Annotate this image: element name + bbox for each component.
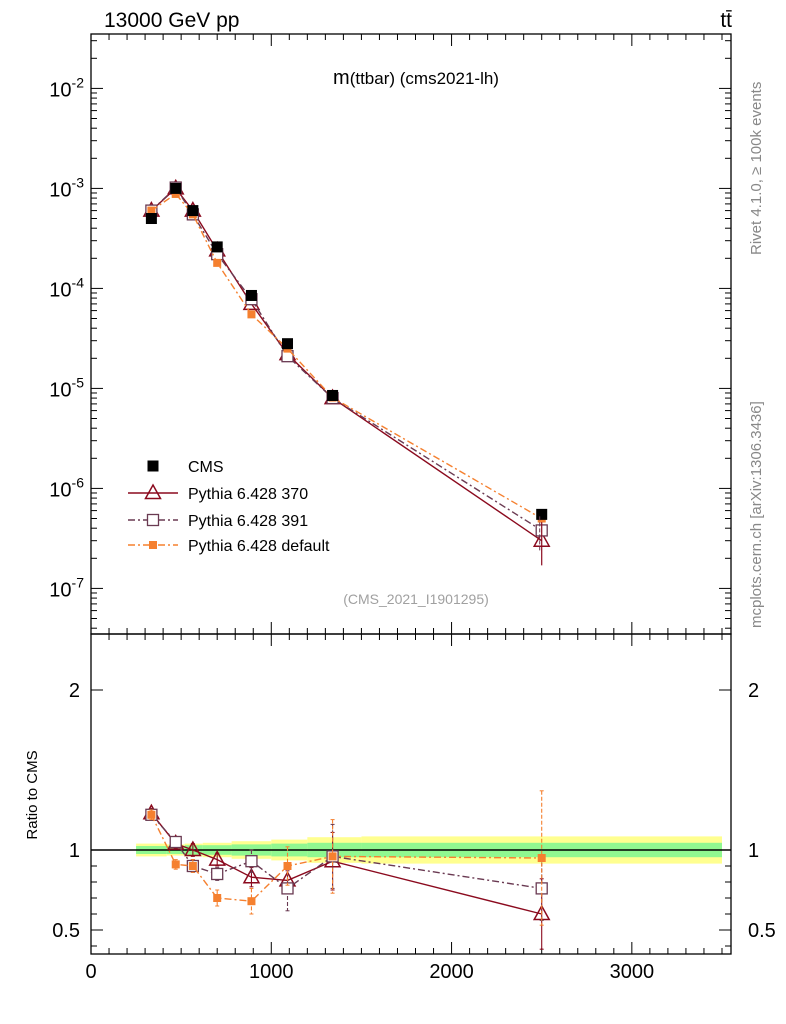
main-ytick-label: 10-7 <box>49 574 84 601</box>
ratio-ylabel: Ratio to CMS <box>24 750 41 839</box>
ratio-point-pydefault <box>537 854 546 862</box>
legend-label-cms: CMS <box>188 459 224 476</box>
main-point-cms <box>170 182 182 194</box>
ratio-ytick-label-left: 2 <box>69 680 80 702</box>
ratio-xtick-label: 0 <box>85 961 96 983</box>
main-point-cms <box>282 338 294 350</box>
main-ytick-label: 10-6 <box>49 474 84 501</box>
energy-label: 13000 GeV pp <box>104 9 239 32</box>
legend-marker-cms <box>147 460 159 472</box>
ratio-xtick-label: 3000 <box>610 961 655 983</box>
rivet-version-label: Rivet 4.1.0, ≥ 100k events <box>748 82 765 255</box>
legend-label-py391: Pythia 6.428 391 <box>188 513 308 530</box>
ratio-point-py391 <box>245 855 258 868</box>
ratio-point-py370 <box>184 840 202 857</box>
ratio-axis-ticks: 0.5 0.5 1 1 2 2 0 1000 2000 3000 <box>52 634 776 983</box>
main-point-cms <box>245 289 257 301</box>
main-point-cms <box>145 213 157 225</box>
ratio-data-marks <box>142 790 551 950</box>
legend-marker-py370 <box>144 483 162 500</box>
ratio-point-py370 <box>242 867 261 884</box>
ratio-xtick-label: 2000 <box>429 961 474 983</box>
legend-label-py370: Pythia 6.428 370 <box>188 486 308 503</box>
ratio-line-pydefault <box>150 814 542 902</box>
main-panel: 10-2 10-3 10-4 10-5 10-6 10-7 m(ttbar) (cms20… <box>49 33 732 635</box>
ratio-point-pydefault <box>171 860 180 869</box>
ratio-ytick-label-right: 0.5 <box>748 920 776 942</box>
main-ytick-label: 10-4 <box>49 274 84 301</box>
ratio-frame <box>90 633 732 955</box>
main-point-pydefault <box>147 206 156 215</box>
main-line-py391 <box>150 186 543 532</box>
ratio-ytick-label-right: 2 <box>748 680 759 702</box>
main-point-cms <box>211 241 223 253</box>
main-point-cms <box>536 508 548 520</box>
ratio-point-pydefault <box>283 862 292 870</box>
main-point-pydefault <box>247 310 256 319</box>
legend-marker-py391 <box>146 513 160 527</box>
legend-marker-pydefault <box>149 541 157 549</box>
main-ytick-label: 10-2 <box>49 74 84 101</box>
main-axis-ticks: 10-2 10-3 10-4 10-5 10-6 10-7 <box>49 34 731 634</box>
process-label: tt̄ <box>720 9 732 32</box>
legend-label-pydefault: Pythia 6.428 default <box>188 538 330 555</box>
ratio-xtick-label: 1000 <box>249 961 294 983</box>
ratio-point-pydefault <box>328 852 337 861</box>
main-point-pydefault <box>213 258 222 267</box>
main-point-cms <box>327 389 339 401</box>
main-frame <box>90 33 732 635</box>
main-ytick-label: 10-5 <box>49 374 84 401</box>
ratio-uncertainty-bands <box>91 836 731 864</box>
ratio-ytick-label-right: 1 <box>748 840 759 862</box>
main-point-pydefault <box>171 189 180 198</box>
source-label: mcplots.cern.ch [arXiv:1306.3436] <box>748 401 765 628</box>
ratio-point-pydefault <box>213 894 222 902</box>
main-ytick-label: 10-3 <box>49 174 84 201</box>
legend: CMS Pythia 6.428 370 Pythia 6.428 391 Pythi… <box>128 459 330 555</box>
ratio-point-pydefault <box>147 810 156 819</box>
ratio-panel: 0.5 0.5 1 1 2 2 0 1000 2000 3000 Ratio to CMS <box>24 633 776 983</box>
ratio-point-py391 <box>169 835 182 849</box>
main-title: m(ttbar) (cms2021-lh) <box>333 67 499 89</box>
main-point-cms <box>187 205 199 217</box>
ratio-point-py370 <box>208 850 226 866</box>
ratio-point-pydefault <box>247 897 256 906</box>
ratio-ytick-label-left: 0.5 <box>52 920 80 942</box>
analysis-watermark: (CMS_2021_I1901295) <box>343 591 489 607</box>
ratio-point-py391 <box>211 867 224 881</box>
ratio-ytick-label-left: 1 <box>69 840 80 862</box>
main-data-marks <box>142 178 551 566</box>
ratio-point-pydefault <box>188 862 197 870</box>
